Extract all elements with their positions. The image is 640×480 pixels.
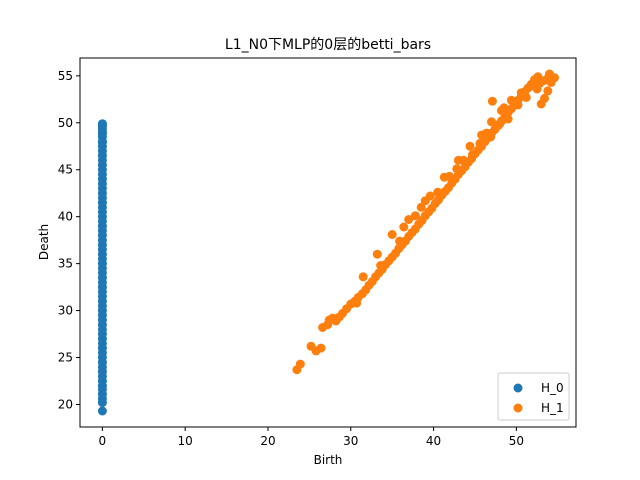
point-h1-98: [452, 164, 462, 174]
point-h1-107: [468, 150, 477, 160]
plot-frame: [79, 57, 577, 428]
legend-label-h0: H_0: [541, 381, 564, 395]
legend-marker-h0: [513, 383, 523, 393]
point-h0-65: [97, 138, 107, 147]
legend-label-h1: H_1: [541, 401, 564, 415]
legend: H_0 H_1: [497, 372, 570, 421]
chart-title: L1_N0下MLP的0层的betti_bars: [225, 37, 431, 53]
y-tick-label-20: 20: [58, 397, 73, 411]
point-h1-102: [532, 84, 542, 94]
point-h1-92: [487, 96, 497, 106]
point-h1-87: [506, 95, 516, 105]
y-tick-label-25: 25: [58, 351, 73, 365]
point-h1-77: [376, 261, 386, 270]
x-axis-label: Birth: [314, 453, 343, 467]
x-axis: 0 10 20 30 40 50: [99, 427, 524, 448]
point-h0-63: [97, 119, 107, 129]
x-tick-label-10: 10: [178, 434, 193, 448]
point-h1-4: [316, 343, 326, 353]
point-h1-109: [503, 114, 513, 124]
point-h1-75: [352, 298, 362, 308]
point-h1-94: [545, 69, 554, 79]
point-h1-113: [458, 155, 468, 165]
point-h1-97: [433, 187, 443, 197]
point-h1-99: [475, 138, 485, 148]
point-h1-71: [540, 93, 549, 103]
y-axis: 20 25 30 35 40 45 50 55: [58, 69, 80, 411]
point-h0-0: [97, 406, 107, 416]
legend-marker-h1: [513, 403, 523, 413]
point-h1-83: [465, 141, 475, 151]
point-h1-103: [372, 249, 382, 259]
x-tick-label-20: 20: [260, 434, 275, 448]
x-tick-label-40: 40: [426, 434, 441, 448]
point-h1-79: [410, 211, 420, 221]
point-h0-64: [97, 129, 107, 139]
point-h1-105: [420, 196, 430, 206]
y-tick-label-55: 55: [58, 69, 73, 83]
plot-points: [97, 69, 559, 416]
point-h1-114: [482, 128, 492, 138]
point-h1-100: [495, 119, 505, 129]
point-h1-78: [395, 236, 405, 246]
point-h1-93: [499, 103, 509, 113]
point-h1-106: [444, 171, 454, 181]
x-tick-label-0: 0: [99, 434, 107, 448]
y-tick-label-30: 30: [58, 304, 73, 318]
y-tick-label-35: 35: [58, 257, 73, 271]
point-h1-104: [399, 222, 409, 232]
point-h1-95: [387, 230, 397, 239]
y-tick-label-45: 45: [58, 163, 73, 177]
point-h1-96: [404, 215, 414, 224]
point-h1-112: [416, 202, 426, 212]
point-h1-1: [295, 359, 305, 369]
point-h1-110: [521, 92, 531, 102]
point-h1-76: [358, 272, 368, 282]
y-tick-label-40: 40: [58, 210, 73, 224]
y-tick-label-50: 50: [58, 116, 73, 130]
y-axis-label: Death: [37, 224, 51, 260]
point-h1-101: [513, 100, 523, 110]
point-h1-72: [543, 86, 553, 96]
point-h1-85: [487, 117, 496, 127]
x-tick-label-50: 50: [509, 434, 524, 448]
x-tick-label-30: 30: [343, 434, 358, 448]
point-h1-111: [540, 76, 549, 85]
